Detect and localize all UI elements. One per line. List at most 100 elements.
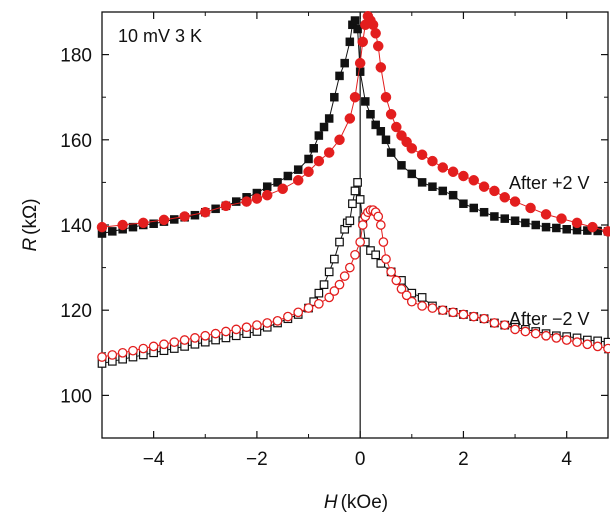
data-point	[335, 237, 344, 247]
data-point	[304, 154, 313, 164]
data-point	[314, 131, 324, 140]
data-point	[437, 162, 449, 173]
data-point	[241, 196, 252, 207]
data-point	[459, 199, 468, 208]
data-point	[345, 37, 355, 47]
data-point	[499, 320, 510, 330]
data-point	[353, 178, 362, 187]
data-point	[329, 286, 340, 296]
data-point	[334, 134, 345, 146]
data-point	[261, 189, 273, 201]
data-point	[479, 313, 489, 324]
data-point	[323, 147, 335, 158]
data-point	[447, 166, 459, 177]
x-tick-label: −4	[143, 449, 165, 470]
data-point	[380, 91, 392, 103]
data-point	[521, 218, 530, 228]
data-point	[354, 57, 366, 69]
data-point	[324, 267, 334, 277]
data-point	[510, 324, 520, 335]
data-point	[386, 148, 396, 157]
data-point	[478, 181, 490, 192]
data-point	[479, 207, 489, 217]
data-point	[330, 92, 339, 102]
data-point	[458, 309, 469, 320]
data-point	[489, 185, 500, 197]
data-point	[427, 303, 438, 313]
data-point	[108, 227, 117, 236]
x-tick-label: 4	[561, 449, 572, 470]
data-point	[107, 350, 118, 360]
x-tick-label: −2	[246, 449, 268, 470]
data-point	[376, 127, 386, 136]
data-point	[530, 328, 541, 339]
data-point	[277, 183, 288, 195]
data-point	[391, 275, 402, 286]
data-point	[200, 330, 211, 341]
data-point	[361, 97, 370, 106]
data-point	[520, 326, 531, 337]
data-point	[345, 216, 355, 226]
data-point	[324, 292, 335, 303]
data-point	[385, 108, 397, 120]
data-point	[603, 343, 610, 354]
data-point	[371, 120, 380, 130]
data-point	[372, 40, 384, 52]
data-point	[396, 284, 407, 294]
data-point	[179, 211, 190, 222]
data-point	[220, 200, 232, 212]
data-point	[293, 307, 304, 318]
data-point	[262, 182, 272, 191]
data-point	[373, 211, 384, 222]
data-point	[200, 206, 211, 218]
data-point	[241, 322, 252, 333]
series-1	[96, 11, 610, 237]
data-point	[416, 149, 428, 160]
data-point	[252, 320, 262, 330]
data-point	[556, 213, 567, 224]
data-point	[283, 171, 293, 181]
data-point	[348, 199, 357, 209]
data-point	[273, 178, 282, 187]
data-point	[417, 178, 427, 187]
data-point	[138, 217, 149, 229]
data-point	[561, 335, 572, 345]
data-point	[375, 62, 387, 73]
data-point	[313, 155, 325, 167]
data-point	[401, 290, 412, 301]
data-point	[509, 196, 521, 207]
data-point	[344, 262, 355, 273]
data-point	[344, 113, 356, 124]
data-point	[335, 71, 344, 81]
data-point	[334, 279, 345, 290]
data-point	[158, 214, 170, 226]
data-point	[357, 220, 368, 230]
data-point	[350, 16, 360, 25]
data-point	[303, 303, 314, 313]
data-point	[417, 293, 427, 302]
data-point	[587, 221, 598, 233]
data-point	[272, 315, 283, 326]
data-point	[552, 223, 561, 233]
data-point	[303, 166, 314, 177]
data-point	[437, 305, 448, 316]
data-point	[510, 216, 520, 225]
data-point	[221, 326, 231, 337]
data-point	[329, 254, 339, 264]
x-axis-ticks: −4 −2 0 2 4	[101, 12, 572, 470]
data-point	[489, 318, 500, 328]
data-point	[428, 182, 437, 191]
data-point	[96, 221, 108, 233]
data-point	[117, 219, 128, 231]
data-point	[378, 237, 389, 247]
data-point	[319, 122, 329, 132]
data-point	[406, 296, 417, 307]
y-tick-label: 180	[60, 46, 92, 67]
data-point	[458, 170, 469, 182]
data-point	[582, 339, 593, 350]
data-point	[159, 339, 169, 350]
series-layer	[96, 11, 610, 368]
data-point	[210, 328, 221, 339]
data-point	[541, 330, 551, 341]
